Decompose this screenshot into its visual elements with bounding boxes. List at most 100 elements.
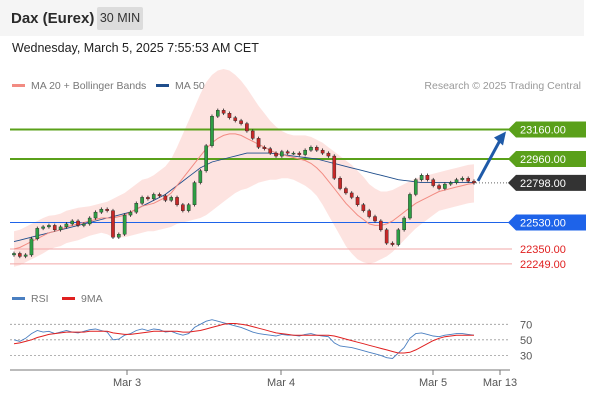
candle-body xyxy=(268,148,273,154)
candle-body xyxy=(23,254,28,257)
ma9-label: 9MA xyxy=(81,293,103,305)
ma50-swatch xyxy=(156,83,169,87)
candle-body xyxy=(402,217,406,231)
candle-body xyxy=(64,223,69,228)
level-tag-22960.00 xyxy=(508,151,586,168)
rsi-9ma-line xyxy=(13,323,474,354)
rsi-label: RSI xyxy=(31,293,49,305)
candle-body xyxy=(93,211,98,219)
target-arrow-shaft xyxy=(476,137,503,182)
candle-body xyxy=(466,177,470,182)
candle-body xyxy=(70,220,75,225)
instrument-title: Dax (Eurex) xyxy=(11,10,95,27)
candle-body xyxy=(163,195,168,201)
bollinger-band xyxy=(14,69,474,267)
candle-body xyxy=(274,152,278,157)
level-tag-23160.00 xyxy=(508,121,586,138)
candle-body xyxy=(309,147,313,151)
level-tag-22530.00 xyxy=(508,214,586,231)
legend-9ma: 9MA xyxy=(62,293,103,305)
rsi-tick-50: 50 xyxy=(520,335,532,347)
candle-body xyxy=(285,151,290,154)
ma20-label: MA 20 + Bollinger Bands xyxy=(31,80,147,92)
candle-body xyxy=(146,197,150,200)
candle-body xyxy=(344,188,348,194)
candle-body xyxy=(82,223,86,226)
rsi-swatch xyxy=(12,296,25,300)
candle-body xyxy=(204,145,208,172)
candle-body xyxy=(140,197,144,204)
candle-body xyxy=(215,110,220,117)
candle-body xyxy=(35,228,40,239)
x-tick-label: Mar 4 xyxy=(267,377,295,389)
candle-body xyxy=(245,123,249,132)
timeframe-button[interactable]: 30 MIN xyxy=(97,7,143,30)
candle-body xyxy=(454,179,459,183)
candle-body xyxy=(111,210,115,238)
ma20-swatch xyxy=(12,83,25,87)
candle-body xyxy=(373,216,377,222)
chart-header: Dax (Eurex) 30 MIN xyxy=(0,0,584,36)
candle-body xyxy=(384,229,389,244)
candle-body xyxy=(297,152,302,155)
candle-body xyxy=(76,220,80,226)
level-label-22350.00: 22350.00 xyxy=(520,244,566,256)
candle-body xyxy=(390,242,395,245)
rsi-tick-70: 70 xyxy=(520,319,532,331)
candle-body xyxy=(413,179,418,195)
candle-body xyxy=(58,226,63,231)
candle-body xyxy=(379,220,383,231)
candle-body xyxy=(175,197,179,205)
candle-body xyxy=(425,175,430,180)
level-label-23160.00: 23160.00 xyxy=(520,125,566,137)
candle-body xyxy=(437,185,441,189)
candle-body xyxy=(338,177,342,189)
candle-body xyxy=(122,214,127,235)
rsi-line xyxy=(13,319,475,359)
candle-body xyxy=(87,217,92,225)
candle-body xyxy=(262,147,267,149)
rsi-tick-30: 30 xyxy=(520,350,532,362)
candle-body xyxy=(198,170,203,183)
candle-body xyxy=(303,149,307,155)
level-label-22798.00: 22798.00 xyxy=(520,178,566,190)
candle-body xyxy=(18,253,22,257)
x-tick-label: Mar 3 xyxy=(113,377,141,389)
candle-body xyxy=(134,203,139,213)
candle-body xyxy=(233,117,238,121)
candle-body xyxy=(431,179,436,186)
candle-body xyxy=(128,211,133,216)
candle-body xyxy=(29,238,34,256)
timestamp: Wednesday, March 5, 2025 7:55:53 AM CET xyxy=(12,41,259,55)
target-arrow-head xyxy=(494,131,506,146)
candle-body xyxy=(52,225,57,231)
candle-body xyxy=(41,226,45,229)
candle-body xyxy=(361,204,366,211)
candle-body xyxy=(12,253,16,256)
level-label-22960.00: 22960.00 xyxy=(520,154,566,166)
candle-body xyxy=(355,197,360,205)
candle-body xyxy=(332,155,337,179)
candle-body xyxy=(47,225,51,228)
candle-body xyxy=(291,152,296,155)
candle-body xyxy=(227,113,232,118)
candle-body xyxy=(448,182,453,185)
candle-body xyxy=(210,116,214,146)
candle-body xyxy=(349,192,354,198)
candle-body xyxy=(181,204,185,211)
legend-ma50: MA 50 xyxy=(156,80,205,92)
x-tick-label: Mar 5 xyxy=(419,377,447,389)
candle-body xyxy=(117,234,121,238)
candle-body xyxy=(250,130,255,139)
candle-body xyxy=(99,208,104,213)
x-tick-label: Mar 13 xyxy=(483,377,517,389)
candle-body xyxy=(221,110,226,114)
candle-body xyxy=(443,183,447,189)
legend-ma20: MA 20 + Bollinger Bands xyxy=(12,80,146,92)
candle-body xyxy=(280,151,284,157)
candle-body xyxy=(157,194,162,197)
candle-body xyxy=(256,138,261,148)
candle-body xyxy=(105,208,109,211)
ma50-label: MA 50 xyxy=(175,80,205,92)
